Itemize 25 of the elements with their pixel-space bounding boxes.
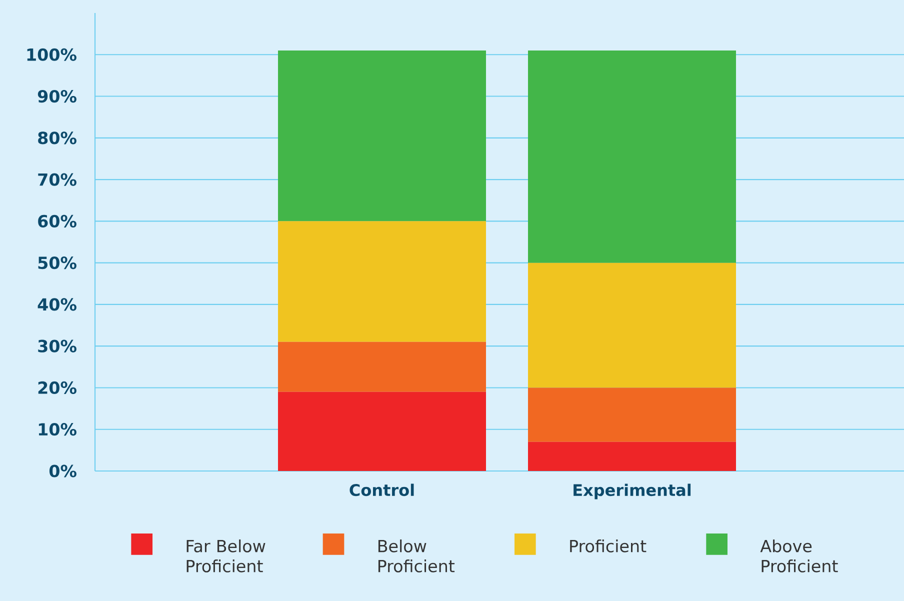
legend-label: Below Proficient	[378, 539, 455, 572]
bar	[528, 262, 736, 388]
y-tick-label: 0%	[49, 464, 76, 478]
y-tick-label: 100%	[27, 48, 76, 61]
y-tick-label: 30%	[38, 340, 76, 352]
bar	[278, 392, 486, 471]
y-tick-label: 90%	[38, 90, 76, 103]
x-tick-label: Control	[350, 484, 414, 496]
legend-label: Above Proficient	[760, 539, 838, 572]
x-tick-label: Experimental	[574, 484, 691, 500]
legend-label: Proficient	[570, 539, 646, 552]
bar	[278, 342, 486, 392]
bar	[278, 221, 486, 342]
y-tick-label: 20%	[38, 381, 76, 394]
bar	[278, 50, 486, 222]
y-tick-label: 50%	[38, 256, 76, 270]
bar	[528, 50, 736, 263]
y-tick-label: 40%	[38, 298, 76, 311]
y-tick-label: 80%	[38, 132, 76, 144]
y-tick-label: 60%	[38, 214, 76, 228]
bar	[528, 388, 736, 442]
y-tick-label: 10%	[38, 423, 76, 436]
bar	[528, 442, 736, 471]
y-tick-label: 70%	[38, 173, 76, 186]
legend-label: Far Below Proficient	[186, 539, 266, 572]
